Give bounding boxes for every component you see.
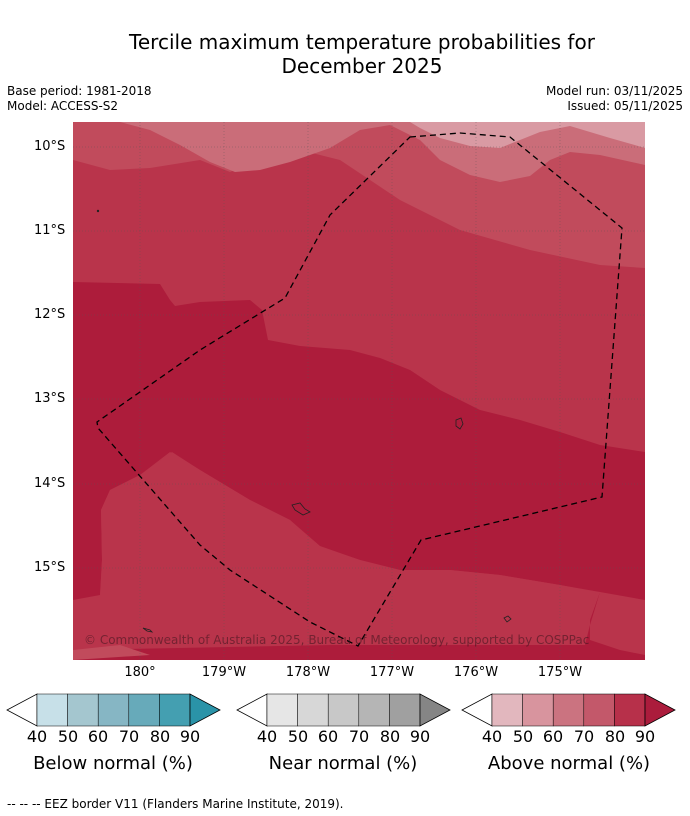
- meta-right: Model run: 03/11/2025 Issued: 05/11/2025: [546, 84, 683, 114]
- colorbar-swatch: [67, 693, 99, 727]
- island-wallis: [291, 502, 311, 516]
- tick: 90: [409, 727, 431, 746]
- chart-title: Tercile maximum temperature probabilitie…: [0, 30, 690, 78]
- island-small-west: [142, 627, 154, 633]
- colorbar-swatch: [389, 693, 421, 727]
- tick: 80: [149, 727, 171, 746]
- lat-label-14s: 14°S: [34, 476, 66, 491]
- colorbar-above-label: Above normal (%): [487, 753, 651, 774]
- base-period: Base period: 1981-2018: [7, 84, 152, 98]
- islands: [96, 209, 512, 633]
- band-50: [410, 122, 645, 148]
- map-panel: 10°S 11°S 12°S 13°S 14°S 15°S 180° 179°W…: [34, 122, 645, 680]
- colorbar-extend-low: [461, 693, 493, 727]
- tick: 90: [634, 727, 656, 746]
- lat-label-15s: 15°S: [34, 560, 66, 575]
- lon-label-179w: 179°W: [201, 665, 247, 680]
- colorbar-below-swatches: [6, 693, 221, 727]
- colorbar-below: [6, 693, 222, 727]
- tick: 50: [512, 727, 534, 746]
- lon-label-176w: 176°W: [453, 665, 499, 680]
- colorbar-extend-low: [236, 693, 268, 727]
- colorbar-above-swatches: [461, 693, 676, 727]
- eez-footnote: -- -- -- EEZ border V11 (Flanders Marine…: [7, 797, 344, 811]
- lat-label-12s: 12°S: [34, 307, 66, 322]
- tick: 80: [604, 727, 626, 746]
- colorbar-swatch: [297, 693, 329, 727]
- colorbar-swatch: [552, 693, 585, 727]
- colorbar-swatch: [159, 693, 191, 727]
- colorbar-swatch: [491, 693, 523, 727]
- colorbar-above: [461, 693, 677, 727]
- colorbar-swatch: [128, 693, 160, 727]
- lat-label-10s: 10°S: [34, 139, 66, 154]
- model-name: Model: ACCESS-S2: [7, 99, 119, 113]
- colorbar-near-label: Near normal (%): [268, 753, 418, 774]
- meta-left: Base period: 1981-2018 Model: ACCESS-S2: [7, 84, 152, 114]
- eez-border: [96, 132, 623, 647]
- title-line-1: Tercile maximum temperature probabilitie…: [129, 30, 595, 54]
- copyright-notice: © Commonwealth of Australia 2025, Bureau…: [84, 633, 590, 647]
- tick: 60: [317, 727, 339, 746]
- band-80-lower: [73, 452, 596, 650]
- lon-label-178w: 178°W: [285, 665, 331, 680]
- colorbar-swatch: [614, 693, 646, 727]
- band-80-bottom: [73, 645, 150, 660]
- colorbar-swatch: [583, 693, 615, 727]
- tick: 50: [287, 727, 309, 746]
- lon-label-175w: 175°W: [537, 665, 583, 680]
- tick: 60: [87, 727, 109, 746]
- lon-label-177w: 177°W: [369, 665, 415, 680]
- colorbar-extend-high: [644, 693, 676, 727]
- tick: 80: [379, 727, 401, 746]
- colorbar-swatch: [327, 693, 360, 727]
- issued-date: Issued: 05/11/2025: [567, 99, 683, 113]
- gridlines: [73, 122, 645, 660]
- tick: 90: [179, 727, 201, 746]
- island-niuafoou: [455, 417, 464, 430]
- probability-map: [73, 122, 645, 660]
- colorbar-extend-low: [6, 693, 38, 727]
- lon-label-180: 180°: [124, 665, 156, 680]
- tick: 50: [57, 727, 79, 746]
- band-90: [73, 282, 645, 660]
- island-small-east: [503, 615, 512, 623]
- colorbar-near: [236, 693, 452, 727]
- colorbar-swatch: [522, 693, 554, 727]
- colorbar-extend-high: [419, 693, 451, 727]
- colorbar-swatch: [358, 693, 390, 727]
- colorbar-swatch: [36, 693, 68, 727]
- colorbar-swatch: [97, 693, 130, 727]
- tick: 40: [26, 727, 48, 746]
- title-line-2: December 2025: [281, 54, 443, 78]
- model-run: Model run: 03/11/2025: [545, 84, 683, 98]
- tick: 70: [118, 727, 140, 746]
- tick: 70: [573, 727, 595, 746]
- colorbar-extend-high: [189, 693, 221, 727]
- lat-label-13s: 13°S: [34, 391, 66, 406]
- lat-label-11s: 11°S: [34, 223, 66, 238]
- colorbar-below-label: Below normal (%): [33, 753, 193, 774]
- tick: 40: [481, 727, 503, 746]
- tick: 60: [542, 727, 564, 746]
- colorbar-swatch: [266, 693, 298, 727]
- island-dot: [96, 209, 100, 213]
- tick: 70: [348, 727, 370, 746]
- colorbar-near-swatches: [236, 693, 451, 727]
- tick: 40: [256, 727, 278, 746]
